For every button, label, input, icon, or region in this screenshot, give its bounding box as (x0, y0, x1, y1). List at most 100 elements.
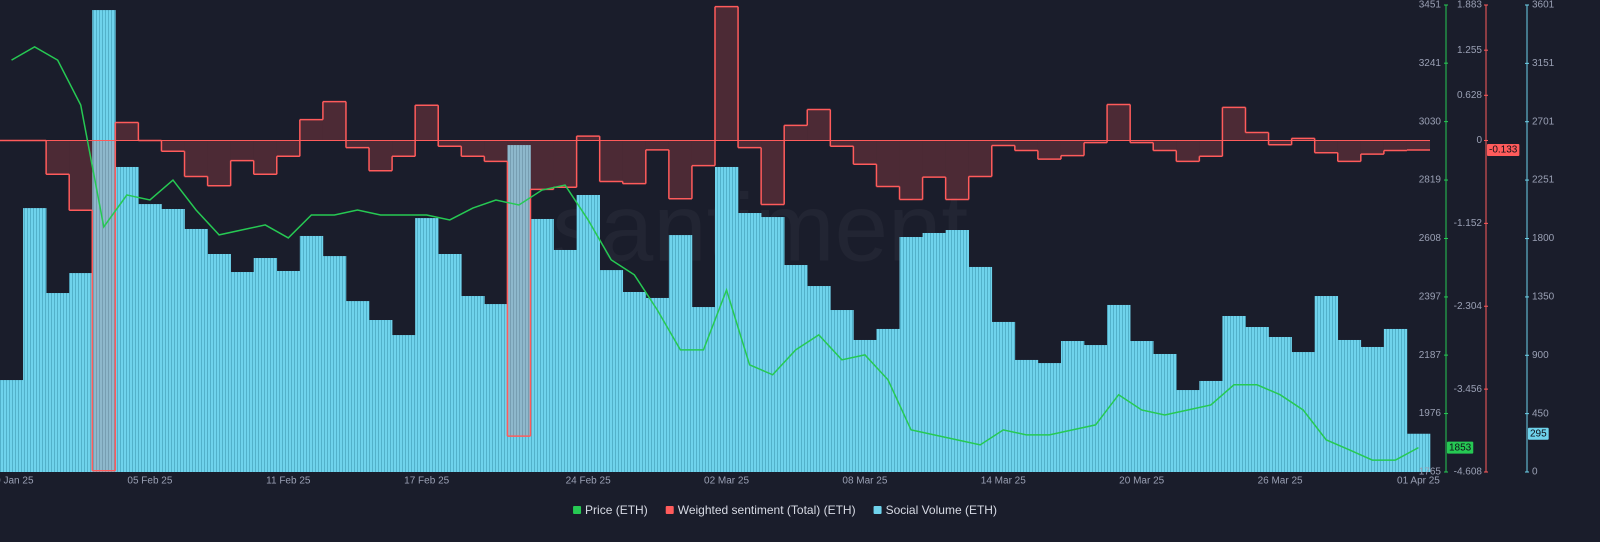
y-tick-label: 2397 (1419, 292, 1442, 303)
x-tick-label: 05 Feb 25 (127, 476, 172, 487)
sentiment-area (276, 140, 300, 157)
volume-bar (253, 258, 278, 472)
volume-bar (853, 339, 877, 472)
sentiment-area (899, 140, 923, 200)
sentiment-area (438, 140, 462, 147)
y-tick-label: -3.456 (1454, 384, 1483, 395)
volume-bar (761, 217, 785, 472)
sentiment-area (691, 140, 715, 166)
sentiment-area (1084, 140, 1108, 143)
value-badge: 1853 (1447, 441, 1474, 454)
value-badge: -0.133 (1487, 144, 1520, 157)
sentiment-area (807, 109, 831, 141)
volume-bar (1291, 352, 1315, 472)
volume-bar (576, 194, 600, 472)
volume-bar (1084, 345, 1108, 472)
value-badge-label: -0.133 (1489, 145, 1518, 156)
volume-bar (138, 204, 162, 473)
legend-swatch (873, 506, 882, 514)
x-tick-label: 02 Mar 25 (704, 476, 749, 487)
volume-bar (1107, 304, 1131, 472)
sentiment-area (369, 140, 393, 171)
volume-bar (92, 10, 116, 472)
sentiment-area (253, 140, 277, 175)
sentiment-area (1199, 140, 1223, 157)
sentiment-area (1360, 140, 1384, 155)
volume-bar (161, 208, 185, 472)
sentiment-area (161, 140, 185, 152)
sentiment-area (1060, 140, 1085, 156)
y-tick-label: 0 (1476, 135, 1482, 146)
sentiment-area (484, 140, 508, 162)
volume-bar (668, 235, 693, 472)
y-tick-label: 2187 (1419, 350, 1442, 361)
volume-bar (1245, 327, 1269, 472)
sentiment-area (1222, 107, 1246, 141)
volume-bar (184, 228, 208, 472)
y-tick-label: 2701 (1532, 116, 1555, 127)
y-tick-label: 3241 (1419, 58, 1442, 69)
sentiment-area (876, 140, 900, 187)
y-tick-label: 2819 (1419, 175, 1442, 186)
volume-bar (1199, 380, 1223, 472)
volume-bar (322, 256, 347, 472)
volume-bar (876, 328, 900, 472)
volume-bar (922, 232, 946, 472)
sentiment-area (92, 140, 116, 471)
price-layer (11, 45, 1419, 461)
volume-bar (945, 230, 970, 472)
sentiment-area (968, 140, 992, 177)
legend-label: Social Volume (ETH) (886, 503, 997, 517)
sentiment-area (1406, 140, 1430, 151)
volume-bar (484, 304, 508, 472)
sentiment-area (322, 101, 346, 141)
value-badge-label: 295 (1530, 428, 1547, 439)
y-tick-label: 450 (1532, 408, 1549, 419)
sentiment-area (1291, 138, 1315, 141)
sentiment-area (622, 140, 646, 184)
value-badge-box (1487, 144, 1520, 157)
volume-bar (1037, 363, 1062, 472)
y-tick-label: 1765 (1419, 467, 1442, 478)
volume-bar (369, 320, 393, 472)
volume-bar (69, 273, 93, 472)
sentiment-area (1314, 140, 1338, 153)
sentiment-area (1153, 140, 1177, 151)
legend-swatch (573, 506, 582, 514)
volume-bar (530, 218, 554, 472)
x-tick-label: 08 Mar 25 (842, 476, 887, 487)
price-line (11, 45, 1419, 461)
volume-bar (1014, 359, 1039, 472)
volume-bar (553, 249, 577, 472)
sentiment-area (599, 140, 623, 182)
sentiment-area (415, 105, 439, 141)
volume-bar (1406, 433, 1431, 472)
sentiment-area (576, 136, 600, 141)
sentiment-area (830, 140, 854, 147)
sentiment-area (553, 140, 577, 188)
legend-swatch (665, 506, 674, 514)
volume-bar (0, 380, 24, 472)
x-tick-label: 20 Mar 25 (1119, 476, 1164, 487)
y-tick-label: 0 (1532, 467, 1538, 478)
volume-bar (622, 291, 647, 472)
y-tick-label: 1.883 (1457, 0, 1482, 11)
volume-bar (230, 272, 255, 472)
sentiment-area (991, 140, 1015, 146)
y-tick-label: -1.152 (1454, 218, 1483, 229)
sentiment-area (784, 125, 808, 141)
sentiment-area (761, 140, 785, 205)
sentiment-area (299, 119, 323, 141)
volume-bar (784, 265, 808, 472)
volume-bar (507, 145, 531, 472)
sentiment-area (1383, 140, 1407, 151)
volume-bar (299, 235, 324, 472)
volume-bar (461, 296, 485, 472)
volume-bar (1360, 346, 1385, 472)
volume-bar (645, 297, 670, 472)
legend-label: Weighted sentiment (Total) (ETH) (678, 503, 856, 517)
y-tick-label: -4.608 (1454, 467, 1483, 478)
sentiment-area (922, 140, 946, 178)
x-tick-label: 26 Mar 25 (1258, 476, 1303, 487)
